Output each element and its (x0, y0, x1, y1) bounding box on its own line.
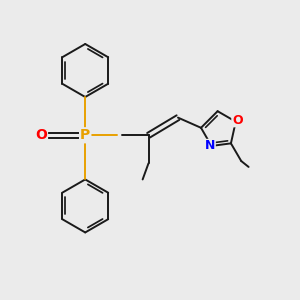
Text: O: O (232, 114, 242, 127)
Text: N: N (205, 140, 215, 152)
Text: P: P (80, 128, 90, 142)
Text: O: O (35, 128, 47, 142)
